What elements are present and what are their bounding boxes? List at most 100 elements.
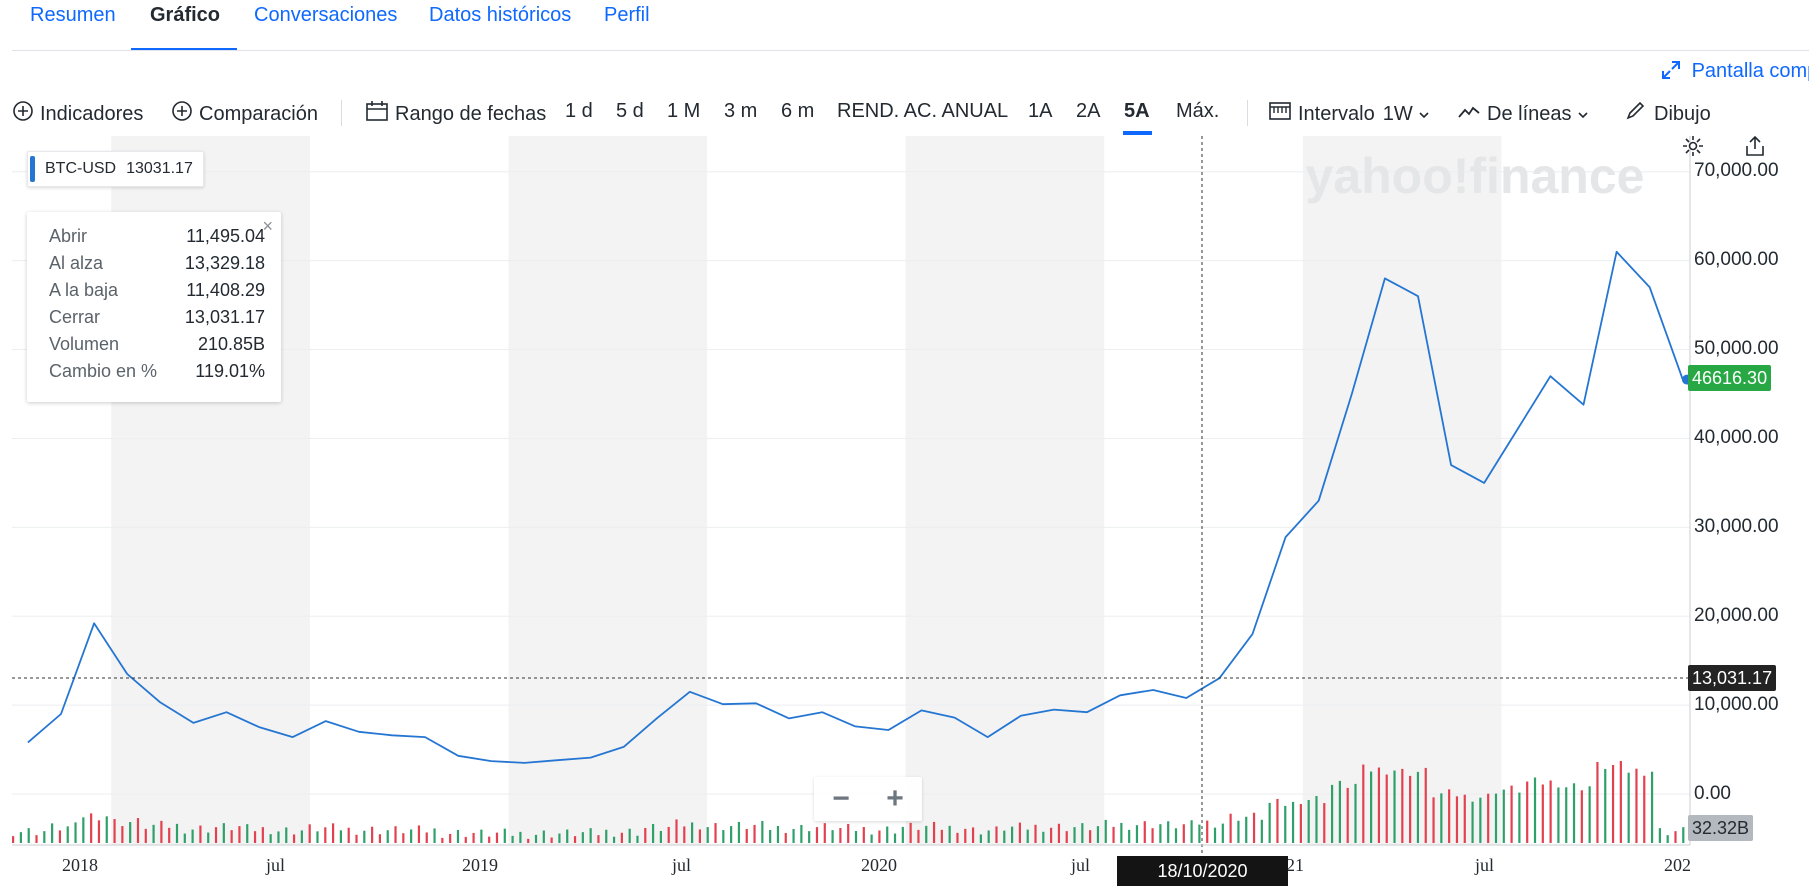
range-ytd[interactable]: REND. AC. ANUAL: [837, 100, 1009, 122]
comparison-button[interactable]: Comparación: [171, 100, 318, 128]
tab-resumen[interactable]: Resumen: [30, 4, 116, 26]
draw-button[interactable]: Dibujo: [1624, 100, 1711, 128]
indicators-button[interactable]: Indicadores: [12, 100, 143, 128]
volume-bar: [1104, 819, 1107, 843]
zoom-out-button[interactable]: −: [832, 782, 850, 815]
volume-bar: [550, 837, 553, 843]
volume-bar: [433, 828, 436, 843]
interval-label: Intervalo: [1298, 102, 1375, 125]
series-legend[interactable]: BTC-USD 13031.17: [27, 151, 204, 187]
y-tick-label: 20,000.00: [1694, 605, 1779, 626]
volume-bar: [207, 832, 210, 843]
volume-bar: [277, 831, 280, 843]
volume-bar: [480, 829, 483, 843]
volume-bar: [1424, 767, 1427, 843]
volume-bar: [691, 822, 694, 843]
volume-bar: [12, 836, 15, 843]
volume-bar: [1580, 790, 1583, 843]
volume-bar: [363, 830, 366, 843]
interval-button[interactable]: Intervalo 1W: [1268, 100, 1437, 128]
volume-bar: [651, 823, 655, 843]
fullscreen-button[interactable]: Pantalla comp: [1660, 59, 1809, 83]
range-3m[interactable]: 3 m: [724, 100, 758, 122]
volume-bar: [925, 825, 928, 843]
plus-circle-icon: [171, 100, 199, 128]
volume-bar: [1549, 780, 1552, 843]
tab-perfil[interactable]: Perfil: [604, 4, 650, 26]
volume-bar: [1432, 797, 1435, 843]
volume-bar: [503, 828, 506, 843]
volume-bar: [1409, 775, 1412, 843]
volume-bar: [1315, 796, 1318, 843]
volume-bar: [1479, 797, 1482, 843]
y-tick-label: 60,000.00: [1694, 249, 1779, 270]
range-1m[interactable]: 1 M: [667, 100, 701, 122]
series-color-swatch: [30, 156, 35, 182]
settings-gear-icon[interactable]: [1681, 134, 1705, 163]
range-2y[interactable]: 2A: [1076, 100, 1101, 122]
volume-bar: [1089, 830, 1092, 843]
volume-bar: [1050, 827, 1053, 843]
volume-bar: [675, 819, 678, 843]
volume-bar: [199, 825, 202, 843]
volume-bar: [753, 824, 756, 843]
volume-bar: [152, 824, 155, 843]
share-icon[interactable]: [1744, 134, 1766, 163]
volume-bar: [1042, 831, 1045, 843]
volume-bar: [800, 824, 803, 843]
volume-bar: [66, 826, 69, 843]
range-5d[interactable]: 5 d: [616, 100, 644, 122]
ohlc-row-volume: Volumen 210.85B: [49, 334, 287, 358]
volume-bar: [1510, 785, 1513, 843]
volume-bar: [1619, 760, 1622, 843]
range-max[interactable]: Máx.: [1176, 100, 1220, 122]
volume-bar: [331, 823, 335, 843]
volume-bar: [854, 831, 858, 843]
volume-bar: [82, 817, 85, 843]
volume-bar: [987, 830, 990, 843]
range-6m[interactable]: 6 m: [781, 100, 815, 122]
volume-bar: [1448, 789, 1451, 843]
volume-bar: [495, 832, 499, 843]
volume-bar: [1471, 801, 1474, 843]
chart-type-button[interactable]: De líneas: [1457, 100, 1596, 128]
volume-bar: [1221, 823, 1224, 843]
volume-bar: [1666, 835, 1669, 843]
tab-datos-historicos[interactable]: Datos históricos: [429, 4, 572, 26]
volume-bar: [808, 831, 811, 843]
volume-bar: [667, 826, 670, 843]
volume-bar: [1611, 764, 1615, 843]
volume-bar: [1073, 827, 1076, 843]
volume-bar: [1034, 824, 1037, 843]
toolbar-divider: [1247, 100, 1248, 126]
volume-bar: [355, 834, 358, 843]
volume-bar: [394, 826, 397, 843]
volume-bar: [371, 826, 374, 843]
volume-bar: [308, 824, 311, 843]
ohlc-value: 13,031.17: [184, 307, 265, 327]
volume-bar: [1206, 820, 1209, 843]
tab-conversaciones[interactable]: Conversaciones: [254, 4, 398, 26]
pencil-icon: [1624, 100, 1654, 128]
volume-bar: [1658, 828, 1661, 843]
plus-circle-icon: [12, 100, 40, 128]
volume-bar: [573, 836, 577, 843]
volume-bar: [1627, 772, 1630, 843]
tab-grafico[interactable]: Gráfico: [150, 4, 221, 26]
volume-bar: [901, 826, 904, 843]
volume-bar: [542, 830, 545, 843]
volume-bar: [347, 827, 350, 843]
zoom-in-button[interactable]: +: [886, 782, 904, 815]
close-icon[interactable]: ×: [262, 216, 273, 236]
volume-bar: [121, 826, 124, 843]
volume-bar: [1557, 787, 1560, 843]
range-1y[interactable]: 1A: [1028, 100, 1053, 122]
indicators-label: Indicadores: [40, 102, 144, 125]
range-1d[interactable]: 1 d: [565, 100, 593, 122]
volume-bar: [425, 832, 428, 843]
range-5y[interactable]: 5A: [1124, 100, 1150, 122]
volume-bar: [90, 813, 93, 843]
date-range-button[interactable]: Rango de fechas: [365, 100, 546, 128]
line-chart-icon: [1457, 100, 1487, 128]
